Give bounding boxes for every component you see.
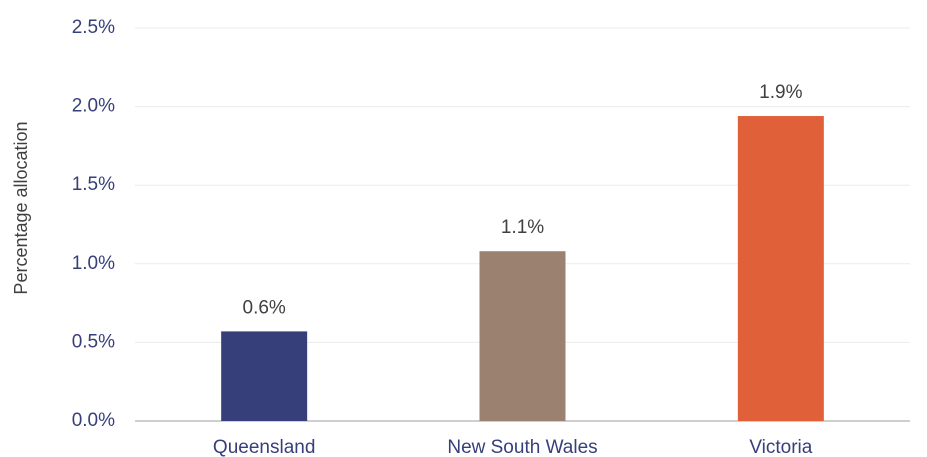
x-tick-label: Victoria [749,437,812,457]
x-tick-label: Queensland [213,437,315,457]
bar [737,116,824,422]
y-tick-label: 2.5% [72,17,115,38]
y-tick-label: 1.0% [72,253,115,274]
value-label: 0.6% [243,297,286,318]
y-axis-title: Percentage allocation [11,121,31,294]
value-label: 1.9% [759,82,802,103]
value-label: 1.1% [501,217,544,238]
y-tick-label: 2.0% [72,96,115,117]
y-tick-label: 1.5% [72,174,115,195]
x-tick-label: New South Wales [447,437,597,457]
y-tick-label: 0.5% [72,331,115,352]
y-tick-label: 0.0% [72,410,115,431]
bar [479,251,566,421]
bar [221,331,308,421]
